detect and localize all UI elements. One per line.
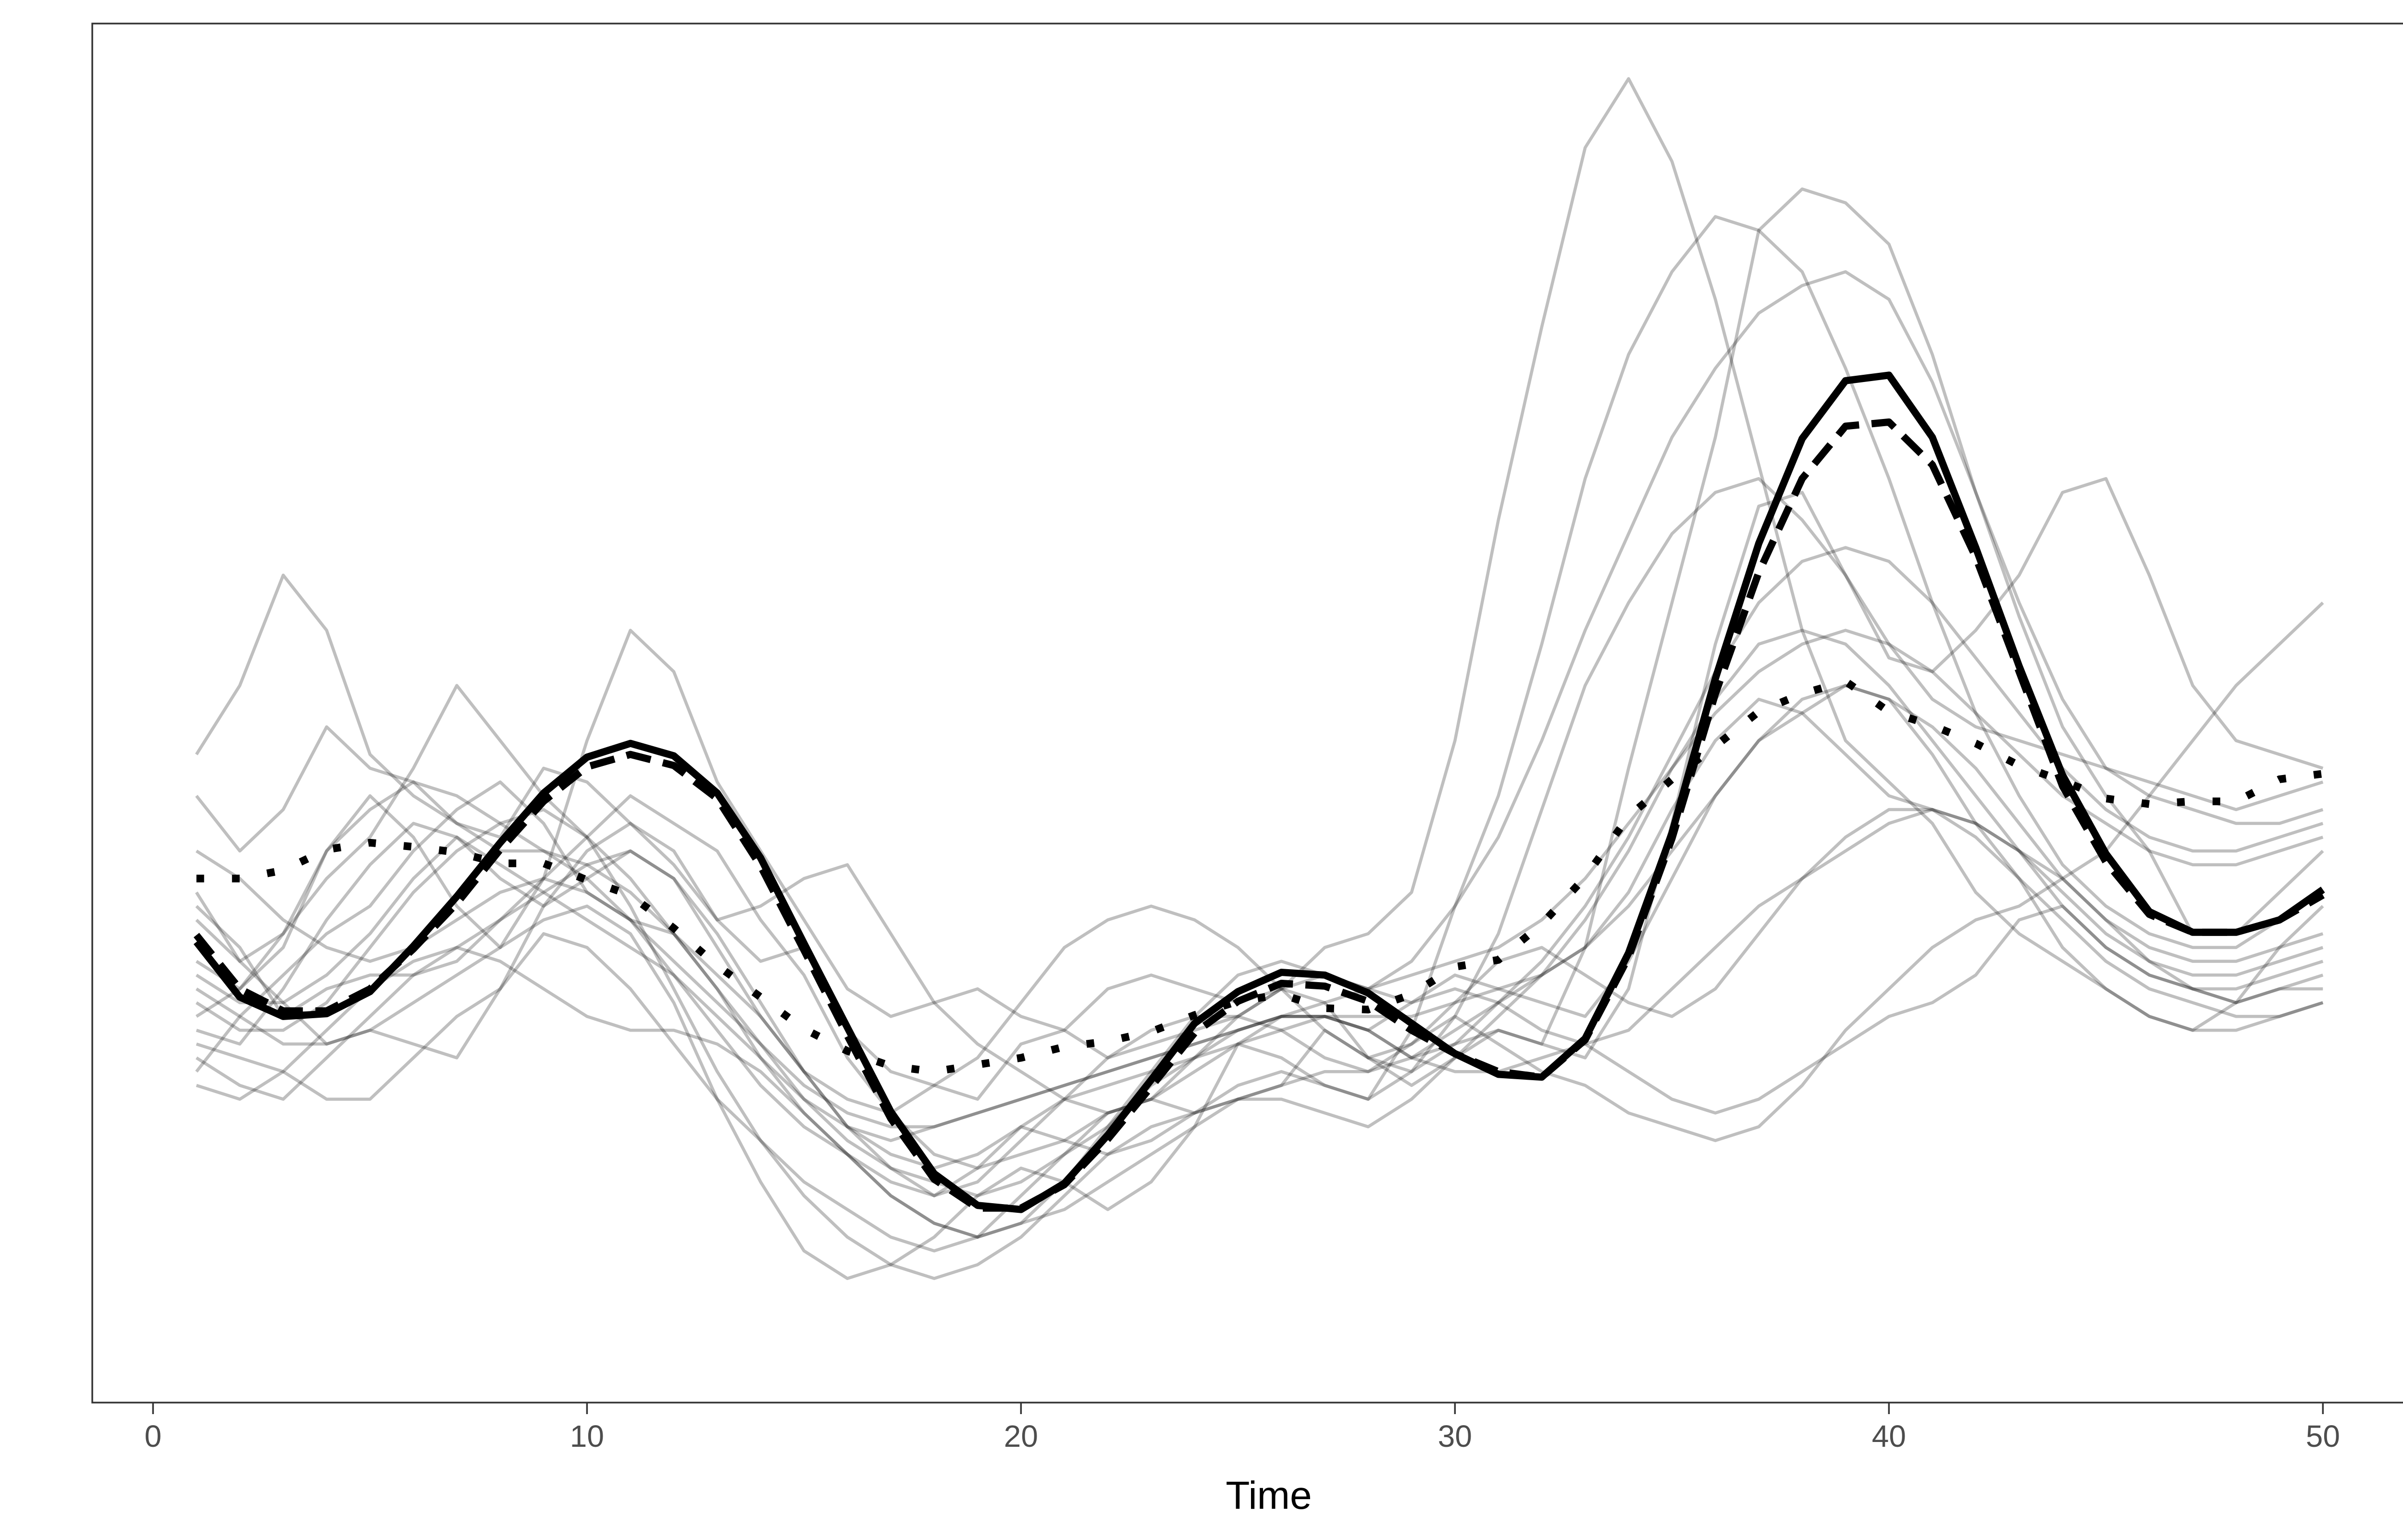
plot-panel-border xyxy=(91,23,2403,1404)
x-tick-label-40: 40 xyxy=(1872,1419,1906,1454)
individual-series-line-12 xyxy=(195,628,2324,1280)
series-layer xyxy=(193,77,2325,1280)
individual-series-line-6 xyxy=(195,215,2324,1115)
x-tick-label-10: 10 xyxy=(570,1419,604,1454)
x-tick-label-50: 50 xyxy=(2306,1419,2340,1454)
individual-series-line-5 xyxy=(195,477,2324,1170)
individual-series-line-14 xyxy=(196,808,2324,1197)
individual-series-line-11 xyxy=(195,780,2324,1197)
individual-series-line-7 xyxy=(195,684,2324,1197)
dashed-mean-series-line xyxy=(193,418,2325,1212)
solid-mean-series-line xyxy=(193,371,2325,1213)
x-tick-label-0: 0 xyxy=(145,1419,162,1454)
individual-series-line-9 xyxy=(195,698,2324,1280)
individual-series-line-15 xyxy=(195,628,2324,1129)
individual-series-line-8 xyxy=(195,270,2324,1239)
individual-series-line-16 xyxy=(196,546,2324,1239)
individual-series-line-10 xyxy=(196,904,2323,1253)
x-axis-title: Time xyxy=(1226,1474,1312,1517)
x-axis: 0 10 20 30 40 50 xyxy=(145,1403,2340,1454)
individual-series-line-3 xyxy=(195,477,2324,1087)
x-tick-label-20: 20 xyxy=(1004,1419,1038,1454)
x-tick-label-30: 30 xyxy=(1438,1419,1472,1454)
individual-series-line-13 xyxy=(195,684,2324,1142)
individual-series-line-1 xyxy=(195,187,2324,1170)
dotted-mean-series-line xyxy=(196,678,2324,1076)
individual-series-line-4 xyxy=(195,602,2324,1142)
